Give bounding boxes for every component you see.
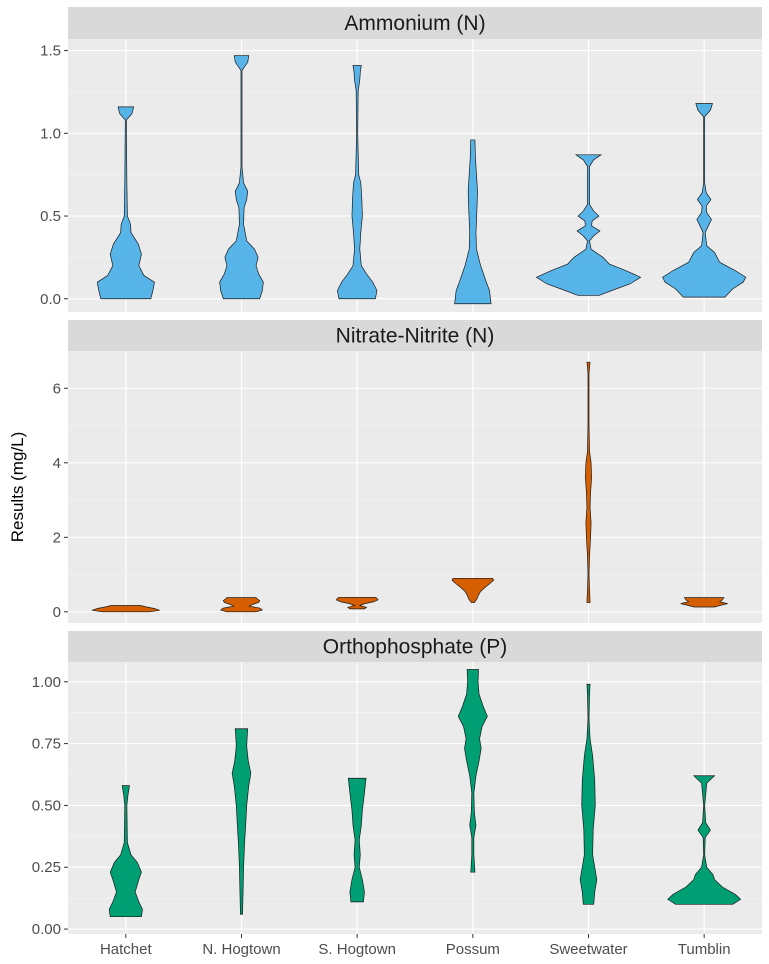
violin-sweetwater bbox=[535, 154, 642, 296]
x-tick-label: Possum bbox=[446, 941, 500, 958]
violin-tumblin bbox=[680, 597, 728, 608]
violin-n-hogtown bbox=[219, 55, 264, 300]
panel-title: Ammonium (N) bbox=[344, 12, 485, 35]
panel-title: Orthophosphate (P) bbox=[323, 636, 507, 659]
y-tick-label: 0.00 bbox=[32, 921, 61, 938]
x-tick-label: N. Hogtown bbox=[202, 941, 280, 958]
violin-tumblin bbox=[662, 103, 747, 298]
violin-sweetwater bbox=[579, 683, 598, 905]
y-tick-label: 0.75 bbox=[32, 736, 61, 753]
x-tick-label: Sweetwater bbox=[549, 941, 627, 958]
violin-hatchet bbox=[108, 785, 143, 918]
violin-s-hogtown bbox=[335, 596, 379, 610]
x-tick-label: Tumblin bbox=[678, 941, 731, 958]
violin-possum bbox=[454, 139, 492, 305]
violin-hatchet bbox=[91, 605, 160, 613]
violin-sweetwater bbox=[585, 361, 592, 603]
panel-title: Nitrate-Nitrite (N) bbox=[336, 325, 495, 348]
y-tick-label: 0 bbox=[53, 604, 61, 621]
panel-strip bbox=[68, 320, 762, 351]
y-tick-label: 0.0 bbox=[40, 291, 61, 308]
violin-possum bbox=[457, 669, 488, 873]
violin-n-hogtown bbox=[219, 597, 264, 613]
violin-n-hogtown bbox=[231, 728, 252, 915]
panel-strip bbox=[68, 631, 762, 662]
y-tick-label: 2 bbox=[53, 529, 61, 546]
y-tick-label: 0.25 bbox=[32, 859, 61, 876]
y-tick-label: 0.5 bbox=[40, 208, 61, 225]
violin-possum bbox=[451, 577, 495, 603]
violin-tumblin bbox=[667, 775, 742, 905]
y-tick-label: 1.00 bbox=[32, 674, 61, 691]
y-tick-label: 1.0 bbox=[40, 125, 61, 142]
panel-2: Nitrate-Nitrite (N) 0 2 4 6 bbox=[53, 320, 762, 623]
x-tick-label: Hatchet bbox=[100, 941, 153, 958]
plot-background bbox=[68, 39, 762, 312]
y-tick-label: 4 bbox=[53, 455, 61, 472]
y-tick-label: 0.50 bbox=[32, 797, 61, 814]
violin-hatchet bbox=[96, 106, 155, 300]
y-axis-title: Results (mg/L) bbox=[8, 432, 27, 543]
y-tick-label: 1.5 bbox=[40, 43, 61, 60]
violin-s-hogtown bbox=[347, 777, 367, 903]
violin-s-hogtown bbox=[337, 65, 378, 300]
panel-strip bbox=[68, 7, 762, 39]
panel-3: Orthophosphate (P) 0.00 0.25 0.50 0.75 1.00 bbox=[32, 631, 762, 938]
y-tick-label: 6 bbox=[53, 380, 61, 397]
x-tick-label: S. Hogtown bbox=[318, 941, 396, 958]
panel-1: Ammonium (N) 0.0 0.5 1.0 1.5 bbox=[40, 7, 762, 312]
plot-background bbox=[68, 351, 762, 623]
plot-background bbox=[68, 662, 762, 934]
